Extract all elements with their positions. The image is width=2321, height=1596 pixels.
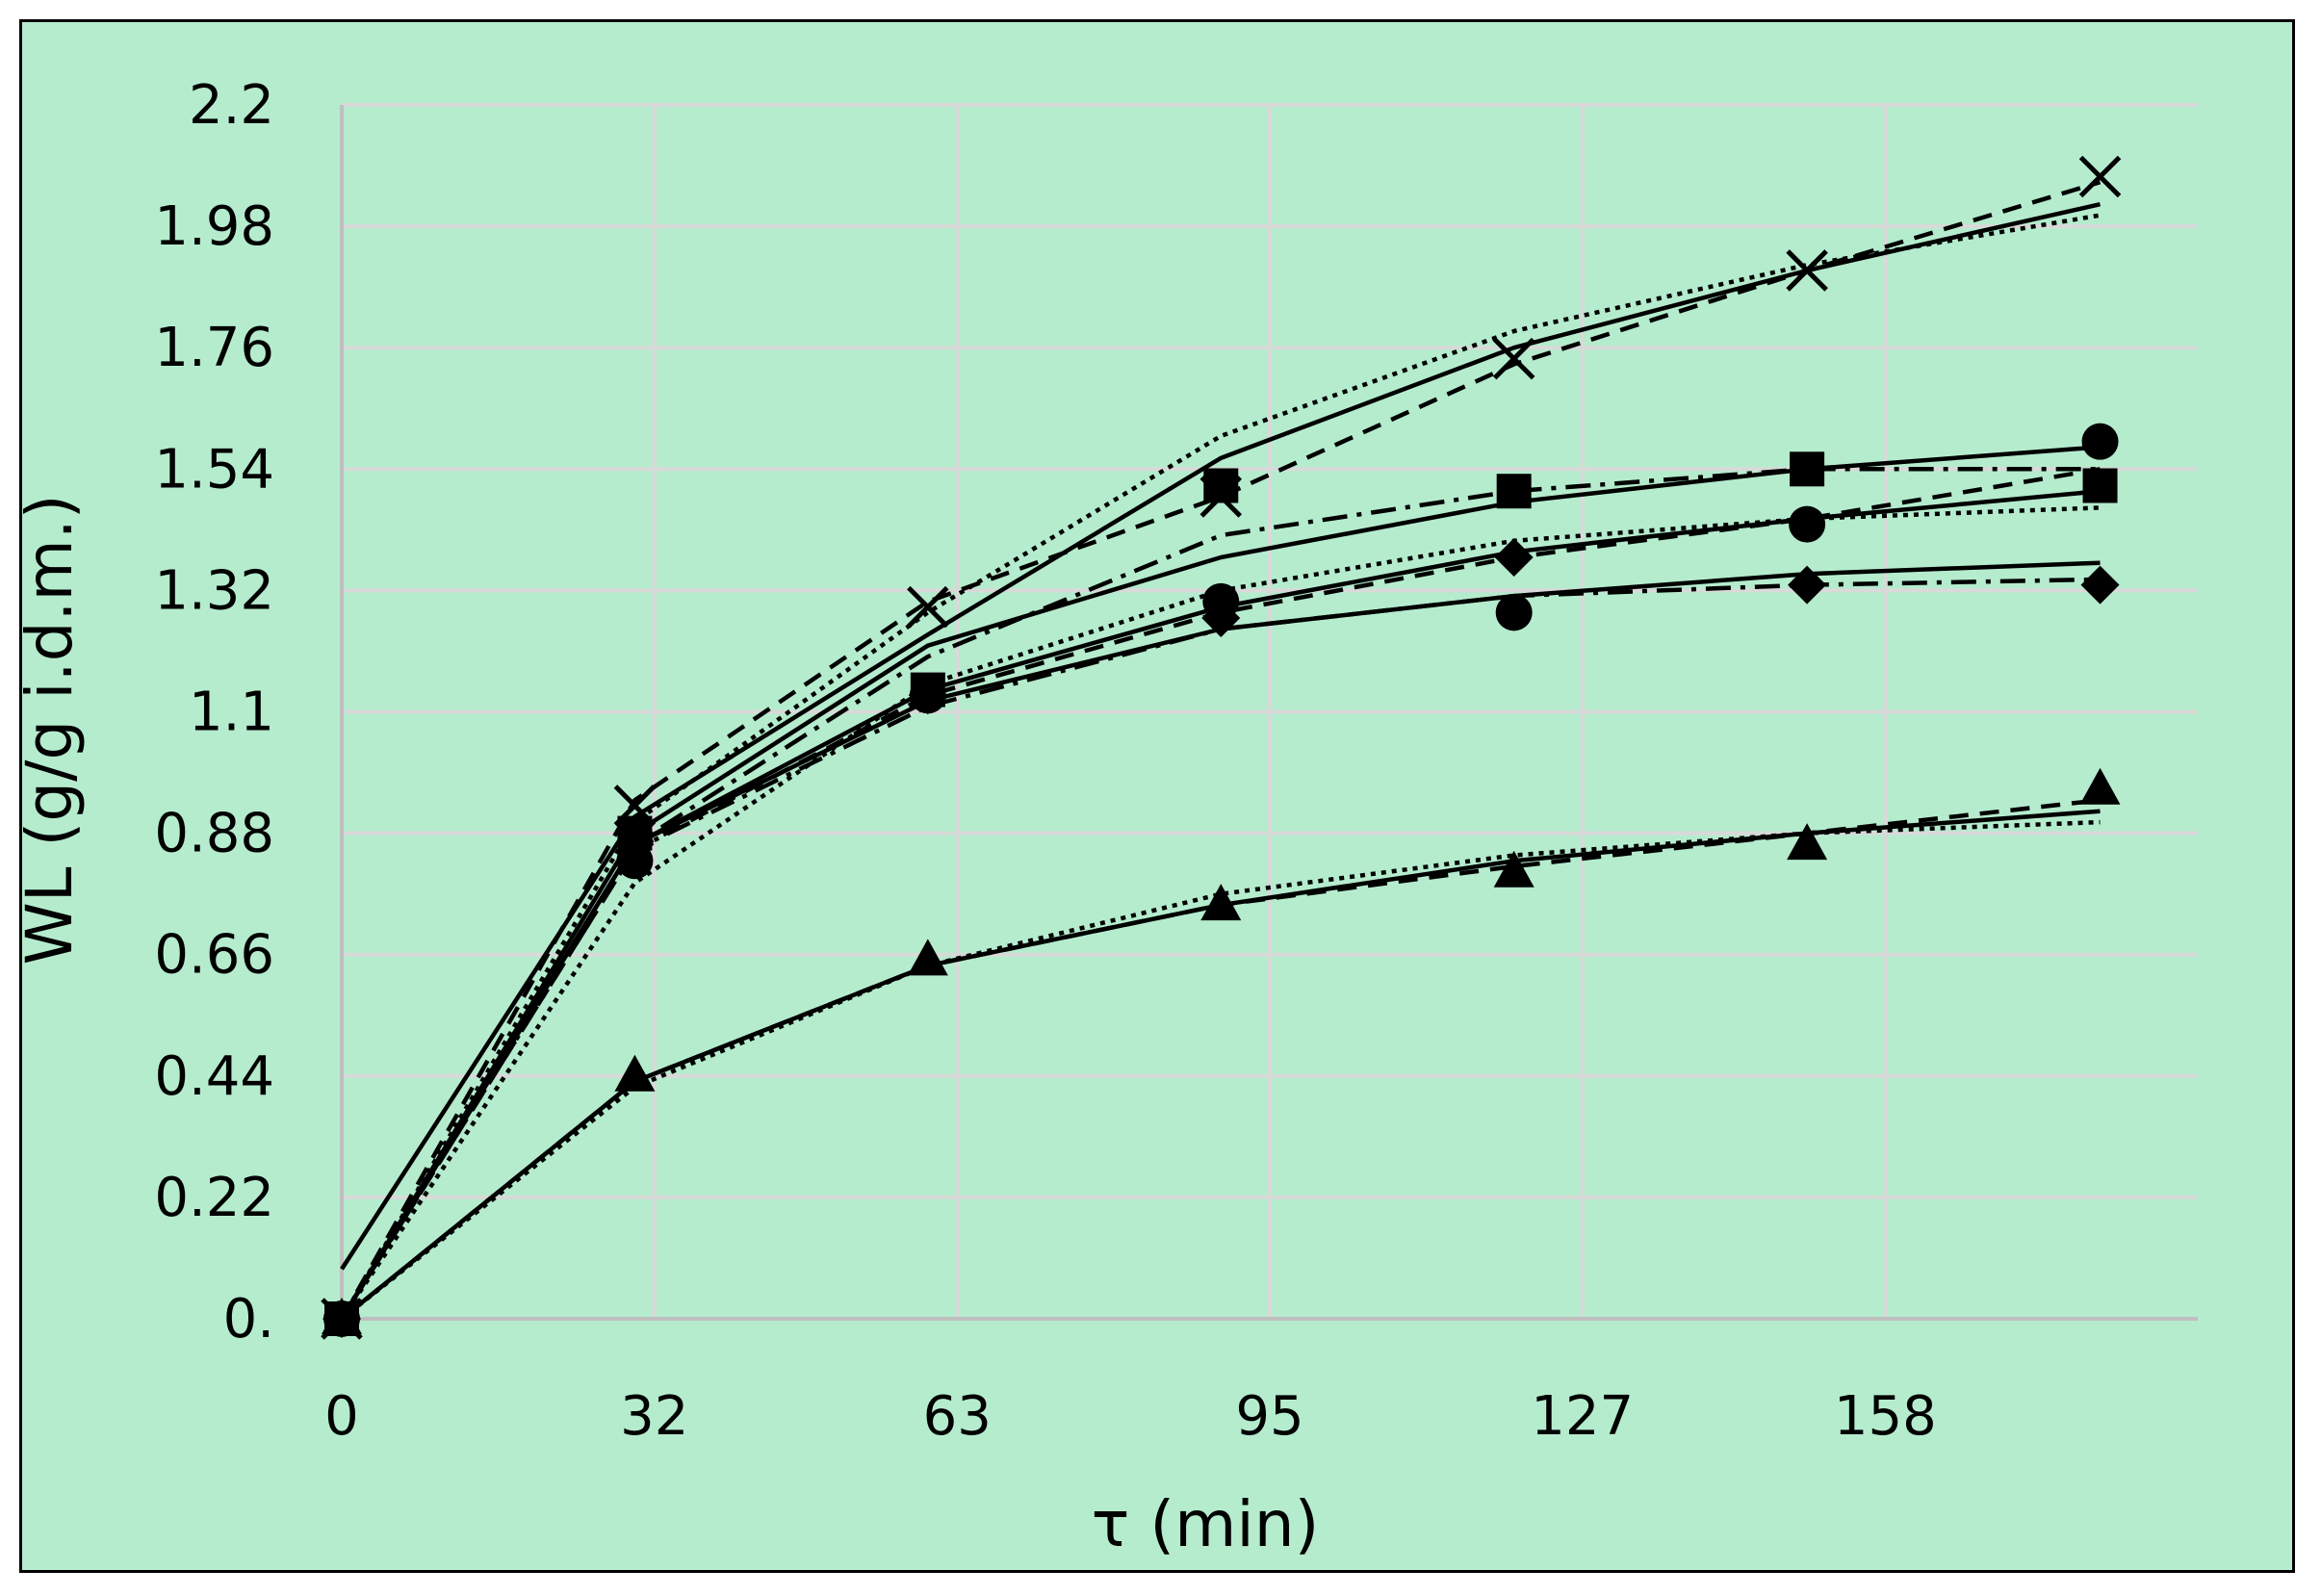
y-tick-label: 0.88 [154, 803, 274, 865]
data-point-circle [2081, 423, 2119, 460]
y-tick-label: 1.54 [154, 438, 274, 501]
data-point-diamond [1494, 538, 1534, 578]
data-point-circle [1789, 505, 1826, 543]
data-point-diamond [1201, 599, 1241, 638]
fit-curve-cross-solid [340, 202, 2101, 1271]
data-point-triangle [1493, 850, 1534, 888]
fit-curve-cross-dotted [340, 213, 2101, 1321]
data-point-cross [2078, 155, 2122, 198]
x-axis-title: τ (min) [1092, 1487, 1320, 1561]
data-point-diamond [615, 825, 655, 864]
data-point-diamond [2080, 565, 2120, 605]
fit-curve-cross-dashed [340, 180, 2102, 1321]
data-point-diamond [1788, 565, 1827, 605]
x-tick-label: 95 [1235, 1385, 1303, 1448]
y-tick-label: 1.76 [154, 317, 274, 379]
data-point-circle [1495, 594, 1533, 631]
data-point-cross [1492, 337, 1535, 380]
tick-labels: 0. 0.22 0.44 0.66 0.88 1.1 1.32 1.54 1.76 1.98 2.2… [154, 74, 1936, 1448]
data-point-square [1790, 451, 1825, 487]
y-tick-label: 0.66 [154, 924, 274, 987]
data-markers [321, 155, 2122, 1340]
data-point-cross [1786, 249, 1828, 292]
fit-curves [340, 180, 2102, 1321]
y-tick-label: 0.22 [154, 1167, 274, 1229]
data-point-triangle [907, 939, 948, 976]
y-axis-title: WL (g/g i.d.m.) [13, 495, 87, 965]
y-tick-label: 2.2 [189, 74, 274, 137]
data-point-triangle [1200, 884, 1242, 921]
data-point-triangle [2079, 767, 2121, 805]
y-tick-label: 0.44 [154, 1045, 274, 1108]
data-point-square [1203, 468, 1239, 503]
fit-curve-diamond-dashdot [340, 577, 2101, 1321]
data-point-diamond [908, 676, 947, 715]
x-tick-label: 127 [1531, 1385, 1634, 1448]
data-point-triangle [614, 1054, 656, 1092]
y-tick-label: 0. [223, 1288, 274, 1351]
y-tick-label: 1.98 [154, 195, 274, 258]
y-tick-label: 1.1 [189, 682, 274, 744]
data-point-square [2082, 468, 2118, 503]
x-tick-label: 0 [324, 1385, 359, 1448]
y-tick-label: 1.32 [154, 559, 274, 622]
x-tick-label: 63 [923, 1385, 992, 1448]
grid [342, 103, 2198, 1319]
x-tick-label: 158 [1834, 1385, 1937, 1448]
fit-curve-square-solid [340, 445, 2101, 1321]
x-tick-label: 32 [620, 1385, 688, 1448]
data-point-cross [907, 585, 949, 629]
chart-frame [19, 19, 2295, 1573]
fit-curve-diamond-solid [340, 560, 2101, 1321]
data-point-triangle [322, 1298, 362, 1334]
data-point-square [1496, 474, 1532, 509]
data-point-triangle [1787, 823, 1828, 861]
axes [340, 105, 2198, 1321]
